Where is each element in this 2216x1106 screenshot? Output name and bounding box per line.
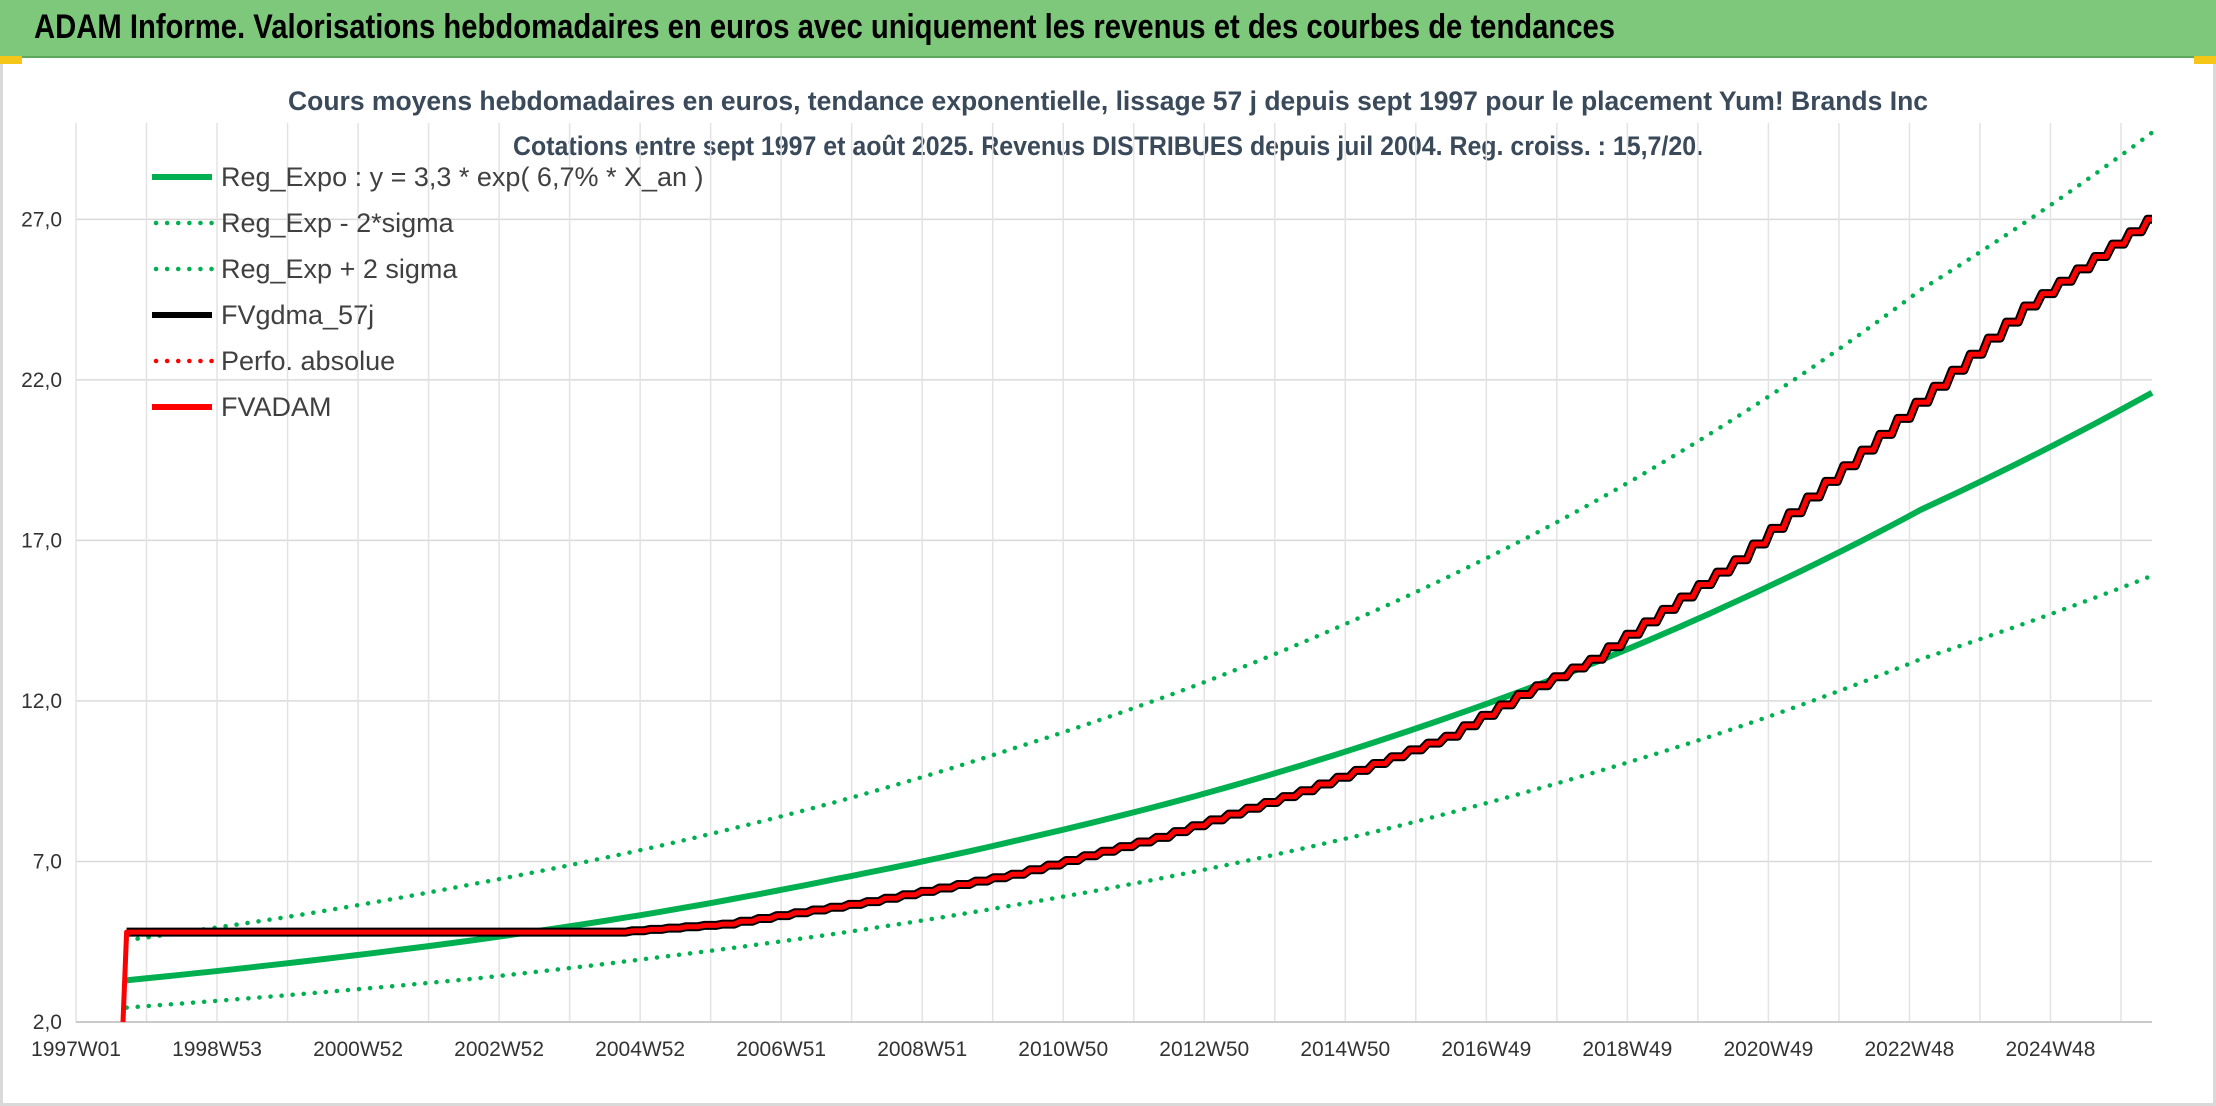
corner-mark-top-right <box>2194 56 2216 64</box>
x-tick-label: 2022W48 <box>1864 1038 1954 1061</box>
series-line-2 <box>124 130 2155 943</box>
x-tick-label: 2008W51 <box>877 1038 967 1061</box>
x-tick-label: 2018W49 <box>1582 1038 1672 1061</box>
y-tick-label: 22,0 <box>21 369 62 392</box>
x-tick-label: 2000W52 <box>313 1038 403 1061</box>
series-layer <box>120 130 2155 1023</box>
x-tick-label: 2004W52 <box>595 1038 685 1061</box>
y-tick-label: 7,0 <box>33 850 62 873</box>
legend-entry-label: Perfo. absolue <box>221 346 395 376</box>
y-tick-label: 2,0 <box>33 1011 62 1034</box>
y-tick-label: 17,0 <box>21 529 62 552</box>
report-header: ADAM Informe. Valorisations hebdomadaire… <box>0 0 2216 58</box>
series-line-1 <box>124 573 2155 1010</box>
x-tick-label: 2002W52 <box>454 1038 544 1061</box>
x-tick-label: 1997W01 <box>31 1038 121 1061</box>
x-tick-label: 2014W50 <box>1300 1038 1390 1061</box>
legend-entry-label: FVgdma_57j <box>221 300 374 330</box>
x-tick-label: 1998W53 <box>172 1038 262 1061</box>
legend-entry-label: FVADAM <box>221 392 332 422</box>
series-line-0 <box>126 390 2154 984</box>
x-axis-labels: 1997W01 1998W53 2000W52 2002W52 2004W52 2006W… <box>31 1038 2095 1061</box>
chart-title-line-2: Cotations entre sept 1997 et août 2025. … <box>513 131 1703 161</box>
y-tick-label: 12,0 <box>21 690 62 713</box>
x-tick-label: 2016W49 <box>1441 1038 1531 1061</box>
x-tick-label: 2020W49 <box>1723 1038 1813 1061</box>
grid <box>75 123 2152 1023</box>
series-line-5 <box>120 216 2152 1023</box>
legend: Reg_Expo : y = 3,3 * exp( 6,7% * X_an ) R… <box>152 162 704 422</box>
x-tick-label: 2010W50 <box>1018 1038 1108 1061</box>
y-tick-label: 27,0 <box>21 208 62 231</box>
legend-entry-label: Reg_Expo : y = 3,3 * exp( 6,7% * X_an ) <box>221 162 704 192</box>
chart: Cours moyens hebdomadaires en euros, ten… <box>21 86 2155 1061</box>
legend-entry-label: Reg_Exp + 2 sigma <box>221 254 458 284</box>
x-tick-label: 2024W48 <box>2006 1038 2096 1061</box>
report-title: ADAM Informe. Valorisations hebdomadaire… <box>34 8 1616 46</box>
x-tick-label: 2012W50 <box>1159 1038 1249 1061</box>
corner-mark-top-left <box>0 56 22 64</box>
series-line-3 <box>126 214 2153 937</box>
legend-entry-label: Reg_Exp - 2*sigma <box>221 208 455 238</box>
x-tick-label: 2006W51 <box>736 1038 826 1061</box>
chart-title-line-1: Cours moyens hebdomadaires en euros, ten… <box>288 86 1928 116</box>
y-axis-labels: 2,0 7,0 12,0 17,0 22,0 27,0 <box>21 208 62 1034</box>
